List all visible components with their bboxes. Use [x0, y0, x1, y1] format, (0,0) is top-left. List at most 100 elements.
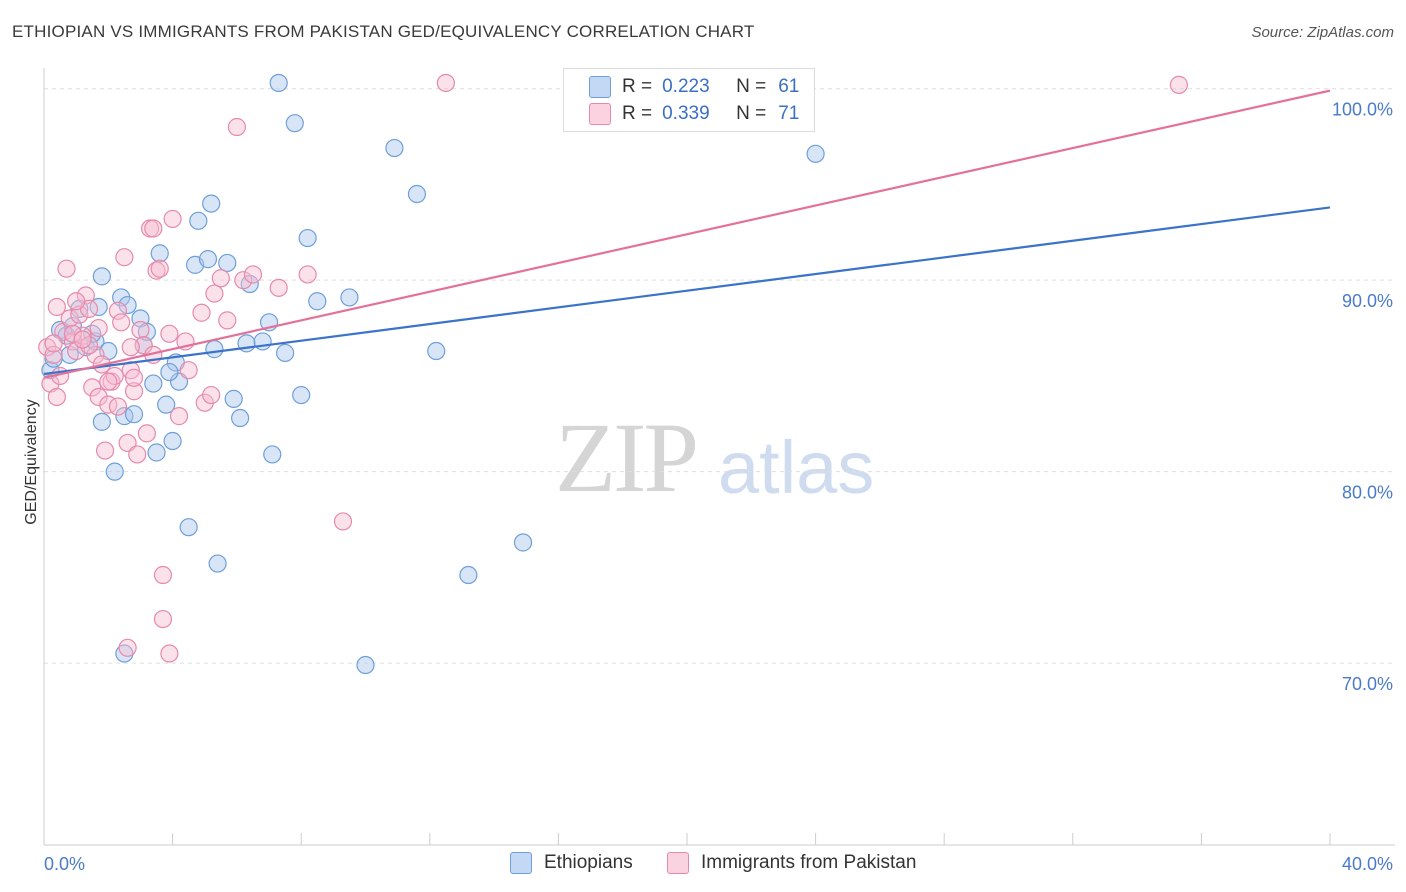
data-point-pakistan — [333, 512, 353, 531]
data-point-ethiopians — [208, 554, 227, 573]
data-point-pakistan — [160, 324, 179, 343]
data-point-ethiopians — [150, 244, 169, 263]
data-point-pakistan — [108, 301, 128, 320]
data-point-pakistan — [169, 407, 189, 426]
data-point-pakistan — [243, 265, 263, 284]
data-point-pakistan — [115, 248, 134, 267]
series-legend-pakistan: Immigrants from Pakistan — [667, 852, 916, 874]
data-point-ethiopians — [147, 443, 166, 462]
data-point-ethiopians — [198, 250, 218, 269]
data-point-pakistan — [67, 292, 86, 311]
data-point-ethiopians — [218, 253, 237, 273]
data-point-ethiopians — [298, 228, 317, 248]
data-point-ethiopians — [231, 408, 250, 428]
data-point-pakistan — [99, 372, 118, 391]
trend-line-ethiopians — [43, 206, 1331, 376]
data-point-pakistan — [121, 338, 140, 357]
grid-lines — [44, 88, 1395, 664]
data-point-pakistan — [192, 303, 211, 322]
data-point-ethiopians — [115, 644, 134, 663]
trend-lines — [43, 89, 1331, 379]
correlation-legend: R = 0.223 N = 61 R = 0.339 N = 71 — [563, 68, 815, 132]
data-point-ethiopians — [137, 322, 156, 341]
legend-n-label: N = — [736, 103, 767, 124]
y-tick-label: 100.0% — [1332, 100, 1393, 120]
data-point-pakistan — [1169, 75, 1188, 94]
data-point-pakistan — [150, 259, 169, 278]
data-point-pakistan — [144, 219, 163, 238]
series-legend-ethiopians: Ethiopians — [510, 852, 633, 874]
data-point-pakistan — [44, 334, 63, 353]
legend-swatch-pakistan — [589, 103, 611, 125]
axes — [43, 68, 1395, 846]
legend-r-label: R = — [622, 76, 653, 97]
data-point-pakistan — [153, 565, 173, 585]
data-point-ethiopians — [124, 405, 144, 424]
data-point-pakistan — [218, 311, 237, 330]
data-point-ethiopians — [205, 340, 224, 359]
data-point-pakistan — [179, 361, 198, 380]
data-point-pakistan — [124, 382, 144, 401]
data-point-pakistan — [163, 209, 182, 229]
y-tick-label: 80.0% — [1342, 483, 1393, 503]
series-label-ethiopians: Ethiopians — [544, 852, 633, 873]
data-point-pakistan — [131, 320, 150, 340]
scatter-points — [38, 73, 1188, 675]
y-tick-label: 70.0% — [1342, 674, 1393, 694]
chart-title: ETHIOPIAN VS IMMIGRANTS FROM PAKISTAN GE… — [12, 22, 755, 41]
data-point-ethiopians — [160, 362, 179, 382]
data-point-ethiopians — [189, 211, 208, 230]
legend-swatch-ethiopians — [589, 76, 611, 98]
data-point-pakistan — [47, 297, 66, 317]
data-point-pakistan — [227, 117, 246, 137]
data-point-pakistan — [57, 259, 76, 278]
x-tick-label-min: 0.0% — [44, 854, 85, 874]
data-point-pakistan — [63, 324, 83, 343]
data-point-ethiopians — [806, 144, 825, 163]
data-point-ethiopians — [340, 288, 359, 307]
data-point-pakistan — [137, 424, 156, 443]
data-point-ethiopians — [308, 292, 327, 311]
data-point-pakistan — [73, 330, 92, 349]
x-tick-label-max: 40.0% — [1342, 854, 1393, 874]
data-point-ethiopians — [157, 395, 176, 414]
data-point-ethiopians — [92, 412, 111, 431]
legend-row-ethiopians: R = 0.223 N = 61 — [589, 75, 800, 99]
data-point-ethiopians — [118, 295, 137, 315]
data-point-ethiopians — [202, 194, 221, 213]
axis-labels: 70.0% 80.0% 90.0% 100.0% 0.0% 40.0% GED/Equiva… — [23, 100, 1393, 874]
data-point-pakistan — [160, 644, 179, 663]
data-point-ethiopians — [269, 73, 288, 93]
data-point-pakistan — [211, 269, 230, 288]
data-point-ethiopians — [385, 138, 404, 158]
series-label-pakistan: Immigrants from Pakistan — [701, 852, 917, 873]
data-point-pakistan — [89, 387, 108, 407]
data-point-ethiopians — [356, 655, 375, 675]
legend-r-value: 0.339 — [662, 103, 710, 124]
data-point-pakistan — [76, 286, 95, 305]
series-swatch-pakistan — [667, 852, 689, 874]
legend-row-pakistan: R = 0.339 N = 71 — [589, 102, 800, 126]
watermark-zip: ZIP — [555, 402, 699, 513]
data-point-ethiopians — [163, 431, 182, 451]
data-point-pakistan — [153, 609, 173, 629]
data-point-ethiopians — [276, 343, 295, 363]
legend-n-value: 61 — [778, 76, 800, 97]
data-point-pakistan — [70, 305, 89, 324]
data-point-ethiopians — [92, 267, 111, 286]
data-point-ethiopians — [224, 389, 243, 408]
legend-n-value: 71 — [778, 103, 800, 124]
data-point-ethiopians — [427, 341, 446, 361]
data-point-pakistan — [112, 313, 131, 332]
legend-r-label: R = — [622, 103, 653, 124]
data-point-ethiopians — [407, 184, 427, 204]
trend-line-pakistan — [43, 89, 1331, 379]
data-point-ethiopians — [105, 462, 124, 481]
data-point-pakistan — [436, 73, 455, 93]
data-point-pakistan — [147, 261, 166, 280]
data-point-pakistan — [128, 445, 147, 464]
data-point-ethiopians — [179, 518, 198, 537]
data-point-pakistan — [89, 318, 108, 338]
data-point-pakistan — [298, 265, 317, 284]
data-point-pakistan — [83, 378, 102, 397]
